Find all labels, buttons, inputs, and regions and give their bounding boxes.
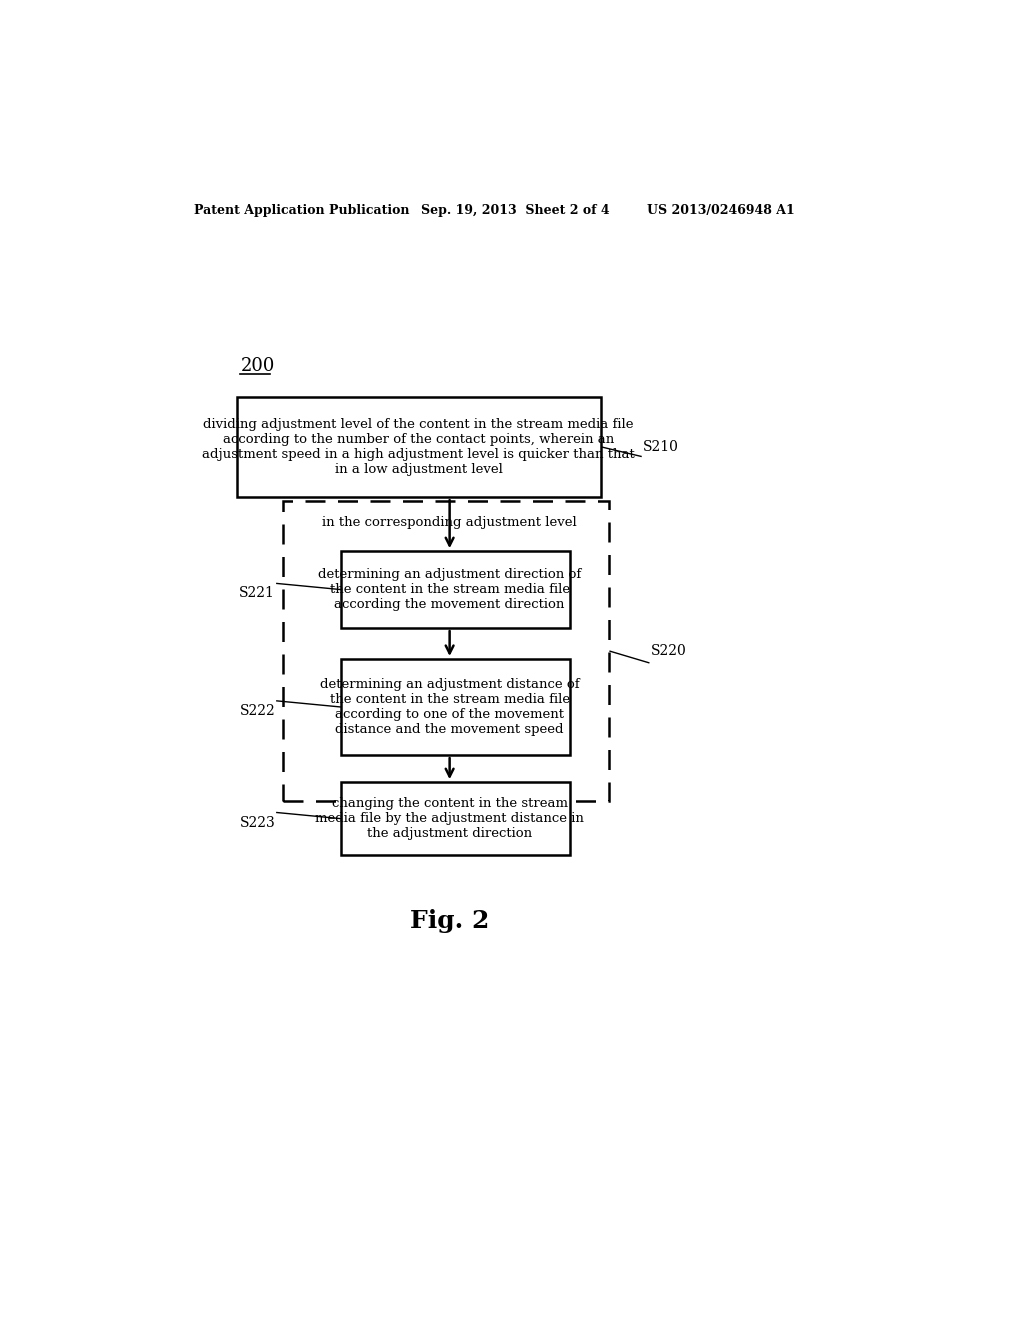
Bar (283, 502, 608, 801)
Bar (341, 552, 569, 628)
Text: determining an adjustment distance of
the content in the stream media file
accor: determining an adjustment distance of th… (319, 678, 580, 737)
Text: changing the content in the stream
media file by the adjustment distance in
the : changing the content in the stream media… (315, 797, 584, 840)
Text: US 2013/0246948 A1: US 2013/0246948 A1 (647, 205, 795, 218)
Text: S220: S220 (651, 644, 687, 659)
Text: Sep. 19, 2013  Sheet 2 of 4: Sep. 19, 2013 Sheet 2 of 4 (421, 205, 609, 218)
Bar (341, 781, 569, 855)
Text: Patent Application Publication: Patent Application Publication (194, 205, 410, 218)
Bar (237, 397, 601, 498)
Text: S223: S223 (240, 816, 275, 829)
Text: dividing adjustment level of the content in the stream media file
according to t: dividing adjustment level of the content… (203, 418, 635, 477)
Bar (341, 659, 569, 755)
Text: S222: S222 (240, 704, 275, 718)
Text: 200: 200 (241, 358, 274, 375)
Text: in the corresponding adjustment level: in the corresponding adjustment level (323, 516, 577, 529)
Text: determining an adjustment direction of
the content in the stream media file
acco: determining an adjustment direction of t… (318, 568, 582, 611)
Text: S221: S221 (240, 586, 275, 601)
Text: S210: S210 (643, 440, 679, 454)
Text: Fig. 2: Fig. 2 (410, 908, 489, 933)
